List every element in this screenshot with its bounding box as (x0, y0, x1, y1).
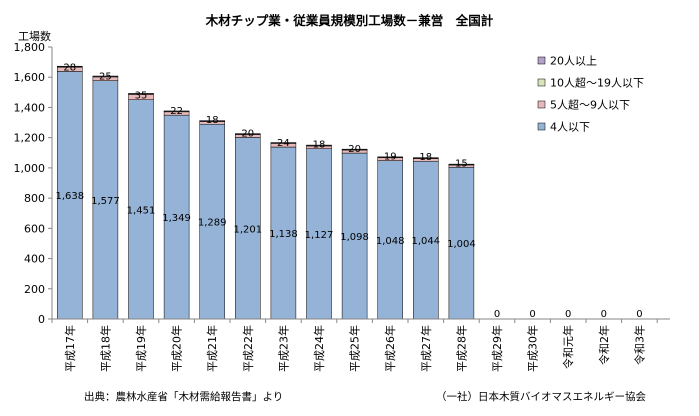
data-label: 25 (99, 72, 112, 83)
bar-segment (448, 163, 475, 165)
bar-segment (199, 123, 225, 320)
bar-segment (57, 65, 83, 68)
y-tick-label: 1,000 (14, 162, 46, 175)
y-tick-label: 1,800 (14, 41, 46, 54)
x-tick-label: 平成30年 (526, 325, 540, 372)
data-label: 0 (529, 309, 535, 320)
x-tick-label: 平成19年 (134, 325, 148, 372)
y-tick-label: 400 (24, 253, 45, 266)
bar-segment (235, 133, 261, 135)
x-tick-label: 平成26年 (383, 325, 397, 372)
y-tick-label: 600 (24, 222, 45, 235)
legend: 20人以上 10人超～19人以下 5人超～9人以下 4人以下 (537, 55, 644, 134)
data-label: 1,138 (269, 229, 298, 240)
y-axis: 0 200 400 600 800 1,000 1,200 1,400 1,600 1,800 (14, 41, 53, 326)
y-tick-label: 200 (24, 283, 45, 296)
x-tick-label: 令和2年 (597, 325, 611, 365)
data-label: 15 (455, 158, 468, 169)
bar-segment (128, 93, 154, 95)
bar-segment (270, 142, 297, 144)
data-label: 18 (419, 152, 432, 163)
legend-swatch (537, 100, 546, 109)
data-label: 1,577 (91, 196, 120, 207)
data-label: 0 (494, 309, 500, 320)
data-label: 18 (313, 140, 326, 151)
data-label: 1,638 (55, 191, 84, 202)
data-label: 35 (135, 91, 148, 102)
data-label: 28 (63, 62, 76, 73)
y-axis-label: 工場数 (18, 30, 51, 43)
x-tick-label: 平成22年 (241, 325, 255, 372)
x-tick-label: 令和元年 (561, 325, 575, 369)
bar-data-labels: 1,638 28 1,577 25 1,451 35 1,349 22 1,289 18 1,201… (55, 62, 642, 320)
bar-segment (235, 137, 261, 320)
data-label: 1,451 (127, 205, 156, 216)
x-tick-label: 平成28年 (454, 325, 468, 372)
bar-series (57, 65, 475, 320)
x-axis: 平成17年 平成18年 平成19年 平成20年 平成21年 平成22年 平成23年 平成24年… (51, 318, 670, 372)
bar-segment (199, 120, 225, 122)
data-label: 1,098 (340, 232, 369, 243)
y-tick-label: 1,200 (14, 132, 46, 145)
x-tick-label: 平成17年 (63, 325, 77, 372)
data-label: 1,289 (198, 218, 227, 229)
legend-label: 20人以上 (550, 55, 597, 68)
data-label: 19 (384, 152, 397, 163)
y-tick-label: 800 (24, 192, 45, 205)
bar-segment (92, 80, 119, 320)
legend-label: 5人超～9人以下 (550, 98, 630, 112)
bar-segment (448, 167, 475, 320)
chart-title: 木材チップ業・従業員規模別工場数－兼営 全国計 (205, 13, 494, 28)
x-tick-label: 平成29年 (490, 325, 504, 372)
legend-swatch (537, 78, 546, 87)
x-tick-label: 平成27年 (419, 325, 433, 372)
y-tick-label: 1,400 (14, 101, 46, 114)
legend-swatch (537, 56, 546, 65)
x-tick-label: 平成21年 (205, 325, 219, 372)
y-tick-label: 0 (38, 313, 45, 326)
source-note: 出典：農林水産省「木材需給報告書」より (84, 391, 284, 403)
bar-segment (413, 160, 439, 320)
bar-segment (377, 160, 403, 320)
data-label: 0 (636, 309, 642, 320)
x-tick-label: 平成24年 (312, 325, 326, 372)
data-label: 1,201 (233, 224, 262, 235)
bar-segment (341, 148, 368, 151)
data-label: 1,044 (411, 236, 440, 247)
bar-segment (413, 157, 439, 159)
bar-segment (377, 156, 403, 158)
data-label: 1,349 (162, 213, 191, 224)
x-tick-label: 平成18年 (98, 325, 112, 372)
credit-note: （一社）日本木質バイオマスエネルギー協会 (436, 391, 646, 403)
legend-label: 10人超～19人以下 (550, 76, 644, 90)
data-label: 1,127 (305, 230, 334, 241)
x-tick-label: 平成23年 (276, 325, 290, 372)
data-label: 20 (348, 144, 361, 155)
data-label: 20 (241, 129, 254, 140)
bar-segment (163, 114, 190, 320)
bar-segment (306, 144, 332, 146)
data-label: 24 (277, 138, 290, 149)
bar-segment (92, 75, 119, 77)
x-tick-label: 令和3年 (632, 325, 646, 365)
data-label: 0 (565, 309, 571, 320)
y-tick-label: 1,600 (14, 71, 46, 84)
x-tick-label: 平成20年 (170, 325, 184, 372)
bar-segment (163, 110, 190, 112)
data-label: 22 (170, 106, 183, 117)
data-label: 0 (601, 309, 607, 320)
bar-segment (57, 71, 83, 320)
legend-label: 4人以下 (550, 121, 590, 134)
bar-segment (128, 99, 154, 320)
data-label: 1,004 (447, 239, 476, 250)
bar-segment (341, 152, 368, 320)
data-label: 1,048 (376, 236, 405, 247)
data-label: 18 (206, 115, 219, 126)
legend-swatch (537, 122, 546, 131)
x-tick-label: 平成25年 (348, 325, 362, 372)
